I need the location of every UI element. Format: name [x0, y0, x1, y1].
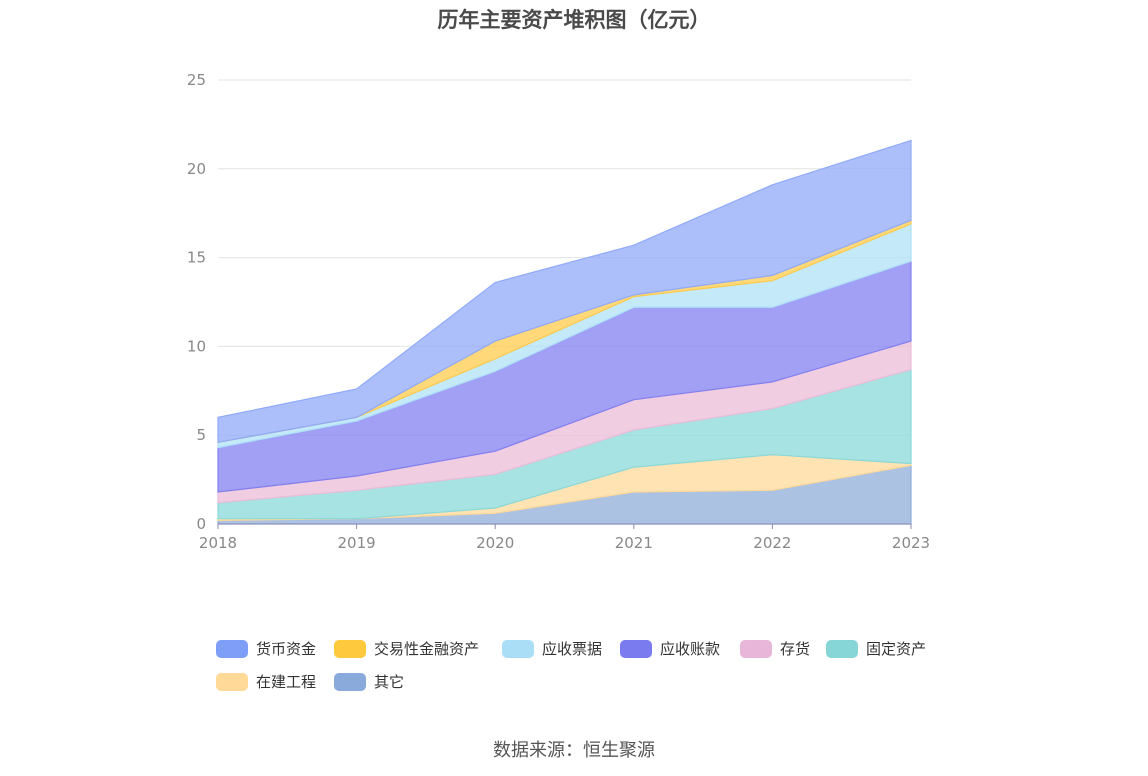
- chart-title: 历年主要资产堆积图（亿元）: [437, 8, 711, 32]
- legend-label: 其它: [374, 673, 405, 691]
- legend-item-notes-receivable[interactable]: 应收票据: [502, 638, 602, 659]
- legend-item-trading-financial-assets[interactable]: 交易性金融资产: [334, 638, 479, 659]
- y-tick-label: 10: [187, 337, 206, 355]
- legend-swatch: [216, 672, 248, 691]
- legend-item-construction-in-progress[interactable]: 在建工程: [216, 671, 316, 692]
- area-series: [217, 139, 912, 444]
- legend-item-inventory[interactable]: 存货: [740, 638, 810, 659]
- legend-swatch: [740, 639, 772, 658]
- x-tick-label: 2023: [892, 534, 930, 552]
- legend-label: 应收账款: [660, 640, 721, 658]
- legend-swatch: [216, 639, 248, 658]
- y-tick-label: 15: [187, 249, 206, 267]
- legend-swatch: [620, 639, 652, 658]
- x-tick-label: 2021: [615, 534, 653, 552]
- legend-item-fixed-assets[interactable]: 固定资产: [826, 638, 926, 659]
- legend-swatch: [502, 639, 534, 658]
- y-tick-label: 20: [187, 160, 206, 178]
- x-tick-label: 2018: [199, 534, 237, 552]
- stacked-area-chart: 0 5 10 15 20 25 2018 2019 2020 2021 2022 2023: [187, 71, 930, 552]
- legend-item-accounts-receivable[interactable]: 应收账款: [620, 638, 720, 659]
- legend-label: 固定资产: [866, 640, 927, 658]
- legend-label: 货币资金: [256, 640, 317, 658]
- legend-swatch: [334, 672, 366, 691]
- y-tick-label: 25: [187, 71, 206, 89]
- x-tick-label: 2020: [476, 534, 514, 552]
- y-tick-label: 5: [196, 426, 206, 444]
- legend-label: 应收票据: [542, 640, 603, 658]
- legend-item-cash[interactable]: 货币资金: [216, 638, 316, 659]
- y-tick-label: 0: [196, 515, 206, 533]
- legend-label: 在建工程: [256, 673, 317, 691]
- data-source: 数据来源：恒生聚源: [493, 740, 655, 761]
- legend-item-other[interactable]: 其它: [334, 671, 404, 692]
- legend-label: 存货: [780, 640, 811, 658]
- x-tick-label: 2022: [753, 534, 791, 552]
- legend-swatch: [334, 639, 366, 658]
- legend-label: 交易性金融资产: [374, 640, 480, 658]
- x-tick-label: 2019: [338, 534, 376, 552]
- legend-swatch: [826, 639, 858, 658]
